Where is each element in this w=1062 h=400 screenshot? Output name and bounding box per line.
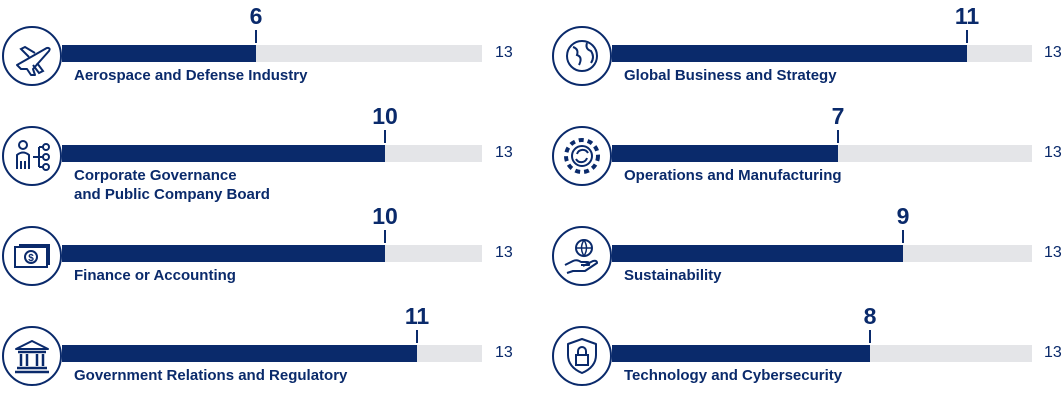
- total-label: 13: [495, 344, 513, 361]
- total-label: 13: [1044, 144, 1062, 161]
- bar-fill: [612, 45, 967, 62]
- skill-row: 11 13 Government Relations and Regulatory: [0, 300, 531, 400]
- bar-track: [62, 45, 482, 62]
- bar-fill: [62, 145, 385, 162]
- svg-text:$: $: [28, 253, 34, 264]
- category-label: Finance or Accounting: [74, 266, 236, 285]
- skill-row: 9 13 Sustainability: [550, 200, 1062, 300]
- value-label: 10: [372, 103, 398, 129]
- category-label-line: Finance or Accounting: [74, 267, 236, 284]
- category-label-line: and Public Company Board: [74, 186, 270, 203]
- value-label: 10: [372, 203, 398, 229]
- org-chart-person-icon: [2, 126, 62, 186]
- bar-fill: [612, 345, 870, 362]
- total-label: 13: [495, 144, 513, 161]
- total-label: 13: [1044, 344, 1062, 361]
- category-label: Government Relations and Regulatory: [74, 366, 347, 385]
- bar-track: [62, 245, 482, 262]
- skill-row: 7 13 Operations and Manufacturing: [550, 100, 1062, 200]
- total-label: 13: [1044, 44, 1062, 61]
- value-tick: [255, 30, 257, 43]
- value-label: 9: [896, 203, 910, 229]
- value-label: 6: [249, 3, 263, 29]
- skill-row: 10 13 Corporate Governance and Public Compa…: [0, 100, 531, 203]
- value-tick: [837, 130, 839, 143]
- category-label-line: Government Relations and Regulatory: [74, 367, 348, 384]
- total-label: 13: [495, 244, 513, 261]
- bar-track: [62, 145, 482, 162]
- bar-track: [612, 45, 1032, 62]
- category-label: Operations and Manufacturing: [624, 166, 842, 185]
- category-label: Technology and Cybersecurity: [624, 366, 842, 385]
- bar-track: [62, 345, 482, 362]
- total-label: 13: [1044, 244, 1062, 261]
- category-label-line: Sustainability: [624, 267, 722, 284]
- value-tick: [869, 330, 871, 343]
- bar-fill: [612, 245, 903, 262]
- bar-track: [612, 345, 1032, 362]
- category-label-line: Technology and Cybersecurity: [624, 367, 843, 384]
- skill-row: $10 13 Finance or Accounting: [0, 200, 531, 300]
- category-label-line: Corporate Governance: [74, 167, 237, 184]
- bar-fill: [612, 145, 838, 162]
- skill-row: 11 13 Global Business and Strategy: [550, 0, 1062, 100]
- shield-lock-icon: [552, 326, 612, 386]
- hand-globe-icon: [552, 226, 612, 286]
- value-tick: [902, 230, 904, 243]
- value-label: 8: [863, 303, 877, 329]
- category-label-line: Global Business and Strategy: [624, 67, 837, 84]
- bar-fill: [62, 45, 256, 62]
- airplane-icon: [2, 26, 62, 86]
- bar-track: [612, 245, 1032, 262]
- category-label: Corporate Governance and Public Company B…: [74, 166, 270, 204]
- total-label: 13: [495, 44, 513, 61]
- globe-icon: [552, 26, 612, 86]
- value-label: 11: [404, 303, 430, 329]
- government-building-icon: [2, 326, 62, 386]
- category-label-line: Operations and Manufacturing: [624, 167, 842, 184]
- value-tick: [384, 230, 386, 243]
- category-label: Aerospace and Defense Industry: [74, 66, 307, 85]
- value-tick: [416, 330, 418, 343]
- category-label: Sustainability: [624, 266, 722, 285]
- gear-icon: [552, 126, 612, 186]
- bar-fill: [62, 245, 385, 262]
- value-tick: [966, 30, 968, 43]
- value-label: 7: [831, 103, 845, 129]
- bar-fill: [62, 345, 417, 362]
- bar-track: [612, 145, 1032, 162]
- money-bill-icon: $: [2, 226, 62, 286]
- value-label: 11: [954, 3, 980, 29]
- skill-row: 8 13 Technology and Cybersecurity: [550, 300, 1062, 400]
- skill-row: 6 13 Aerospace and Defense Industry: [0, 0, 531, 100]
- value-tick: [384, 130, 386, 143]
- category-label: Global Business and Strategy: [624, 66, 837, 85]
- category-label-line: Aerospace and Defense Industry: [74, 67, 308, 84]
